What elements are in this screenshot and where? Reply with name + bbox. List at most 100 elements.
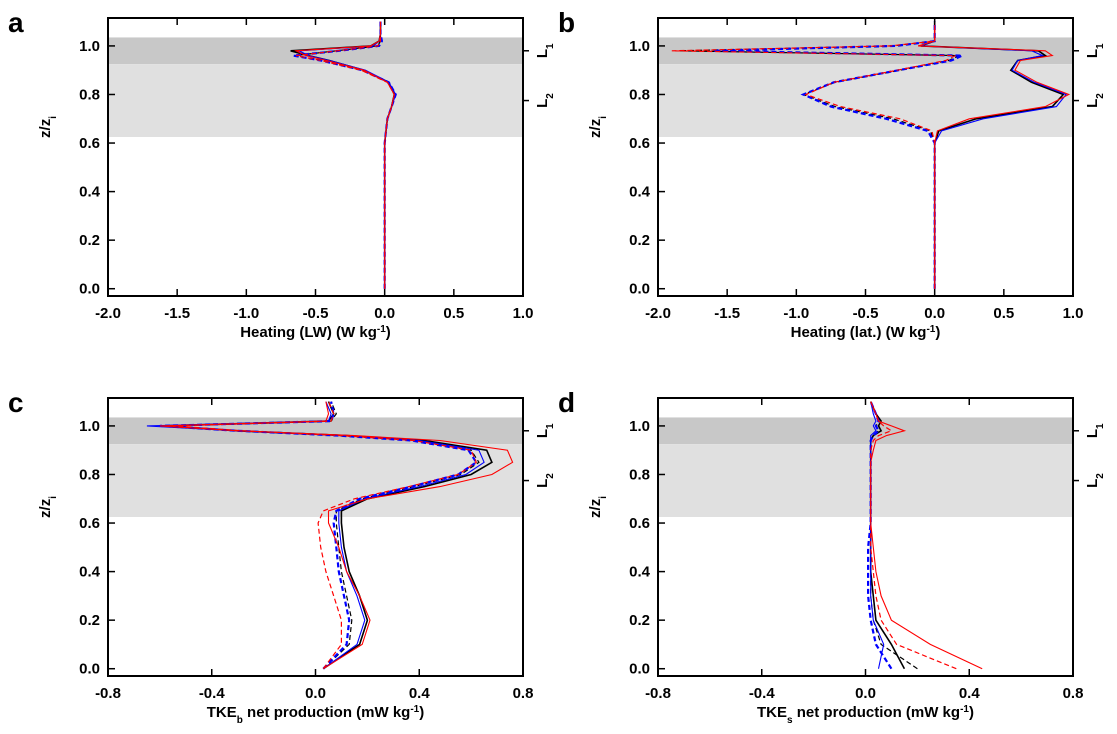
- y-tick-label: 1.0: [629, 418, 650, 435]
- y-tick-label: 1.0: [79, 38, 100, 55]
- y-tick-label: 0.2: [79, 232, 100, 249]
- x-tick-label: -1.0: [783, 305, 809, 322]
- x-tick-label: -0.8: [645, 685, 671, 702]
- y-tick-label: 0.6: [629, 135, 650, 152]
- x-axis-label-part: net production (mW kg: [793, 704, 960, 721]
- x-tick-label: 0.0: [305, 685, 326, 702]
- y-axis-label-part: z/z: [37, 499, 54, 518]
- layer-band: [658, 444, 1073, 517]
- band-label-main: L: [534, 49, 551, 58]
- x-tick-label: -2.0: [95, 305, 121, 322]
- x-tick-label: -0.5: [853, 305, 879, 322]
- band-label: L1: [534, 423, 556, 438]
- y-tick-label: 0.4: [79, 184, 101, 201]
- x-tick-label: 0.0: [855, 685, 876, 702]
- y-axis-label-part: z/z: [37, 119, 54, 138]
- y-tick-label: 0.6: [79, 135, 100, 152]
- x-axis-label: TKEs net production (mW kg-1): [757, 704, 974, 726]
- y-tick-label: 0.8: [79, 466, 100, 483]
- panel-letter: c: [8, 387, 24, 418]
- x-tick-label: -0.4: [749, 685, 776, 702]
- band-label: L2: [534, 93, 556, 108]
- y-axis-label: z/zi: [587, 116, 609, 138]
- x-axis-label-part: Heating (lat.) (W kg: [791, 324, 927, 341]
- x-axis-label-part: -1: [926, 324, 935, 335]
- x-tick-label: -2.0: [645, 305, 671, 322]
- y-tick-label: 0.6: [629, 515, 650, 532]
- y-tick-label: 0.6: [79, 515, 100, 532]
- x-tick-label: -0.4: [199, 685, 226, 702]
- y-axis-label: z/zi: [587, 496, 609, 518]
- band-label-main: L: [1084, 49, 1101, 58]
- x-tick-label: 0.0: [374, 305, 395, 322]
- x-tick-label: 0.4: [409, 685, 431, 702]
- layer-band: [108, 444, 523, 517]
- layer-band: [108, 64, 523, 137]
- x-axis-label-part: ): [969, 704, 974, 721]
- x-tick-label: 1.0: [513, 305, 534, 322]
- x-tick-label: -0.8: [95, 685, 121, 702]
- y-tick-label: 0.8: [629, 86, 650, 103]
- x-tick-label: 0.0: [924, 305, 945, 322]
- y-axis-label: z/zi: [37, 116, 59, 138]
- y-axis-label-part: z/z: [587, 119, 604, 138]
- y-tick-label: 0.8: [79, 86, 100, 103]
- band-label-main: L: [534, 479, 551, 488]
- layer-band: [658, 64, 1073, 137]
- x-axis-label-part: TKE: [207, 704, 237, 721]
- panel-letter: a: [8, 7, 24, 38]
- y-tick-label: 0.2: [629, 612, 650, 629]
- x-tick-label: -1.5: [714, 305, 740, 322]
- y-tick-label: 1.0: [629, 38, 650, 55]
- x-axis-label-part: net production (mW kg: [243, 704, 410, 721]
- x-axis-label-part: Heating (LW) (W kg: [240, 324, 377, 341]
- y-tick-label: 0.4: [629, 564, 651, 581]
- y-axis-label-part: i: [598, 496, 609, 499]
- band-label-main: L: [534, 429, 551, 438]
- band-label-sub: 2: [1095, 473, 1106, 479]
- profile-line: [172, 401, 478, 670]
- x-axis-label-part: ): [386, 324, 391, 341]
- band-label: L2: [534, 473, 556, 488]
- x-axis-label-part: -1: [410, 704, 419, 715]
- y-tick-label: 0.2: [629, 232, 650, 249]
- band-label-sub: 2: [545, 93, 556, 99]
- band-label-main: L: [1084, 99, 1101, 108]
- x-tick-label: 0.5: [443, 305, 464, 322]
- y-tick-label: 0.8: [629, 466, 650, 483]
- x-axis-label-part: b: [237, 715, 243, 726]
- profile-line: [671, 21, 956, 289]
- x-tick-label: 0.4: [959, 685, 981, 702]
- panel-letter: d: [558, 387, 575, 418]
- y-axis-label-part: z/z: [587, 499, 604, 518]
- profile-line: [870, 401, 957, 670]
- profile-line: [295, 21, 395, 289]
- x-tick-label: 0.8: [513, 685, 534, 702]
- x-axis-label: TKEb net production (mW kg-1): [207, 704, 425, 726]
- y-tick-label: 0.4: [79, 564, 101, 581]
- band-label-main: L: [534, 99, 551, 108]
- panel-letter: b: [558, 7, 575, 38]
- layer-band: [658, 417, 1073, 445]
- band-label: L2: [1084, 473, 1106, 488]
- y-axis-label-part: i: [598, 116, 609, 119]
- x-tick-label: -1.5: [164, 305, 190, 322]
- profile-line: [159, 401, 514, 670]
- y-tick-label: 1.0: [79, 418, 100, 435]
- band-label: L1: [534, 43, 556, 58]
- x-axis-label-part: ): [419, 704, 424, 721]
- band-label-sub: 1: [1095, 423, 1106, 429]
- x-axis-label-part: -1: [377, 324, 386, 335]
- y-axis-label-part: i: [48, 496, 59, 499]
- x-axis-label-part: TKE: [757, 704, 787, 721]
- y-tick-label: 0.0: [79, 281, 100, 298]
- x-tick-label: 0.8: [1063, 685, 1084, 702]
- x-tick-label: -1.0: [233, 305, 259, 322]
- y-tick-label: 0.0: [629, 281, 650, 298]
- x-tick-label: 0.5: [993, 305, 1014, 322]
- band-label: L1: [1084, 423, 1106, 438]
